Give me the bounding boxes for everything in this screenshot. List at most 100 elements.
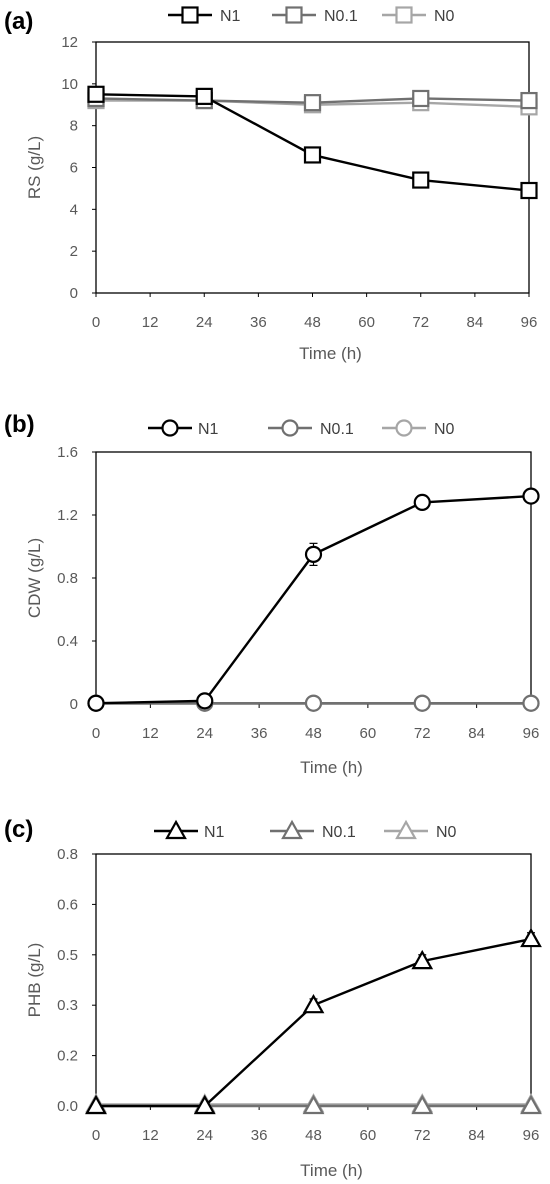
x-tick-label: 36 <box>251 1127 268 1144</box>
x-tick-label: 60 <box>360 725 377 742</box>
data-point <box>87 85 105 103</box>
x-tick-label: 48 <box>305 1127 322 1144</box>
y-tick-label: 0 <box>70 696 78 713</box>
panel-label: (a) <box>4 8 33 35</box>
x-tick-label: 12 <box>142 1127 159 1144</box>
legend-label: N1 <box>204 824 225 841</box>
data-point <box>302 1094 325 1115</box>
panel-label: (c) <box>4 816 33 843</box>
y-axis-title: RS (g/L) <box>25 136 44 199</box>
data-point <box>303 94 322 112</box>
x-tick-label: 84 <box>467 314 484 331</box>
data-point <box>85 1094 107 1115</box>
x-tick-label: 72 <box>414 725 431 742</box>
x-tick-label: 72 <box>412 314 429 331</box>
x-tick-label: 60 <box>360 1127 377 1144</box>
legend-label: N0.1 <box>324 8 358 25</box>
y-tick-label: 12 <box>61 34 78 51</box>
data-point <box>193 1094 216 1115</box>
panel-label: (b) <box>4 411 35 438</box>
x-tick-label: 36 <box>250 314 267 331</box>
x-axis-title: Time (h) <box>300 758 363 777</box>
plot-frame <box>95 41 530 294</box>
data-point <box>304 694 323 712</box>
y-tick-label: 0.6 <box>57 896 78 913</box>
x-tick-label: 48 <box>305 725 322 742</box>
y-tick-label: 0.8 <box>57 570 78 587</box>
data-point <box>303 146 322 164</box>
legend-marker <box>285 6 303 24</box>
legend-marker <box>165 819 187 840</box>
legend: N1 N0.1 N0 <box>154 819 457 841</box>
x-tick-label: 84 <box>468 725 485 742</box>
x-tick-label: 24 <box>196 725 213 742</box>
data-point <box>304 545 323 563</box>
y-tick-label: 10 <box>61 76 78 93</box>
data-point <box>412 89 430 108</box>
x-tick-label: 48 <box>304 314 321 331</box>
y-tick-label: 0.3 <box>57 997 78 1014</box>
legend: N1 N0.1 N0 <box>168 6 455 25</box>
legend-marker <box>181 6 199 24</box>
data-point <box>413 694 431 712</box>
series-N1 <box>87 487 540 712</box>
data-point <box>411 949 434 970</box>
legend-label: N0.1 <box>320 421 354 438</box>
series-N0.1 <box>87 694 540 712</box>
y-tick-label: 0.8 <box>57 846 78 863</box>
data-point <box>520 1094 542 1115</box>
y-tick-label: 2 <box>70 243 78 260</box>
legend-marker <box>395 6 413 24</box>
data-point <box>412 171 430 189</box>
x-tick-label: 24 <box>196 1127 213 1144</box>
y-tick-label: 4 <box>70 201 78 218</box>
data-point <box>520 927 542 948</box>
data-point <box>520 91 538 110</box>
x-tick-label: 0 <box>92 314 100 331</box>
y-tick-label: 0.2 <box>57 1048 78 1065</box>
x-tick-label: 60 <box>358 314 375 331</box>
plot-frame <box>95 451 532 705</box>
y-tick-label: 8 <box>70 118 78 135</box>
legend-marker <box>161 419 179 437</box>
x-tick-label: 36 <box>251 725 268 742</box>
x-tick-label: 24 <box>196 314 213 331</box>
legend-marker <box>395 819 417 840</box>
legend-label: N0.1 <box>322 824 356 841</box>
data-point <box>520 181 538 200</box>
x-tick-label: 96 <box>523 1127 540 1144</box>
chart-panel-c: (c) 0.0 0.2 0.3 0.5 0.6 0.8 0 12 24 36 48 60 72 84 96 Ti… <box>4 816 542 1180</box>
data-point <box>522 487 540 505</box>
y-tick-label: 0 <box>70 285 78 302</box>
data-point <box>196 692 214 710</box>
legend-label: N0 <box>434 421 455 438</box>
y-tick-label: 1.2 <box>57 507 78 524</box>
x-tick-label: 0 <box>92 1127 100 1144</box>
x-tick-label: 72 <box>414 1127 431 1144</box>
legend-label: N1 <box>220 8 241 25</box>
series-N1 <box>85 927 542 1115</box>
legend-marker <box>281 819 303 840</box>
x-axis-title: Time (h) <box>299 344 362 363</box>
x-tick-label: 96 <box>521 314 538 331</box>
y-tick-label: 0.5 <box>57 947 78 964</box>
legend-marker <box>395 419 413 437</box>
x-tick-label: 12 <box>142 314 159 331</box>
data-point <box>413 493 431 512</box>
chart-panel-b: (b) 0 0.4 0.8 1.2 1.6 0 12 24 36 48 60 72 84 96 Time (h… <box>4 411 540 777</box>
y-axis-title: PHB (g/L) <box>25 943 44 1018</box>
x-axis-title: Time (h) <box>300 1161 363 1180</box>
series-N1 <box>87 85 538 200</box>
series-line <box>95 494 532 705</box>
y-tick-label: 6 <box>70 160 78 177</box>
data-point <box>522 694 540 712</box>
series-line <box>96 937 532 1108</box>
data-point <box>302 993 325 1014</box>
y-tick-label: 0.0 <box>57 1098 78 1115</box>
series-N0.1 <box>87 89 538 112</box>
legend-label: N1 <box>198 421 219 438</box>
x-tick-label: 84 <box>468 1127 485 1144</box>
y-tick-label: 0.4 <box>57 633 78 650</box>
